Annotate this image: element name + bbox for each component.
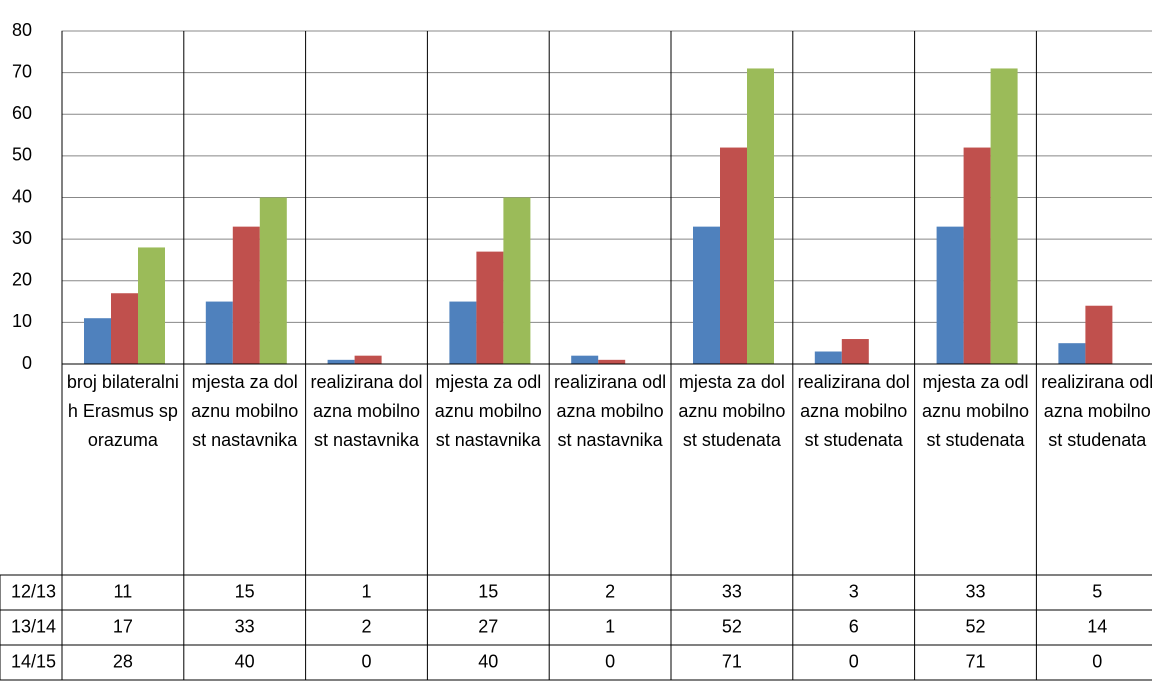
table-value: 52 xyxy=(965,616,985,636)
y-tick-label: 50 xyxy=(12,145,32,165)
table-value: 33 xyxy=(722,581,742,601)
bar xyxy=(990,68,1018,365)
table-value: 40 xyxy=(235,651,255,671)
bar xyxy=(598,359,626,364)
table-value: 1 xyxy=(605,616,615,636)
bar xyxy=(841,339,869,364)
bar xyxy=(814,351,842,364)
table-value: 6 xyxy=(849,616,859,636)
table-value: 15 xyxy=(235,581,255,601)
table-value: 40 xyxy=(478,651,498,671)
category-label: mjesta za dolaznu mobilnost studenata xyxy=(678,372,786,450)
table-value: 17 xyxy=(113,616,133,636)
table-value: 28 xyxy=(113,651,133,671)
bar xyxy=(963,147,991,364)
table-value: 1 xyxy=(361,581,371,601)
bar xyxy=(232,226,260,364)
table-value: 11 xyxy=(114,581,133,601)
category-label: realizirana dolazna mobilnost studenata xyxy=(797,372,910,450)
bar xyxy=(354,355,382,364)
table-value: 5 xyxy=(1092,581,1102,601)
table-value: 0 xyxy=(361,651,371,671)
table-value: 0 xyxy=(1092,651,1102,671)
table-value: 0 xyxy=(605,651,615,671)
bar xyxy=(1058,343,1086,364)
bar xyxy=(84,318,111,364)
category-label: mjesta za odlaznu mobilnost nastavnika xyxy=(434,372,542,450)
table-value: 33 xyxy=(965,581,985,601)
bar xyxy=(327,359,355,364)
y-tick-label: 10 xyxy=(12,311,32,331)
table-value: 71 xyxy=(965,651,985,671)
bar xyxy=(259,197,287,364)
y-tick-label: 80 xyxy=(12,20,32,40)
table-value: 3 xyxy=(849,581,859,601)
table-value: 71 xyxy=(722,651,742,671)
bar xyxy=(693,226,720,364)
table-value: 2 xyxy=(361,616,371,636)
bar xyxy=(205,301,233,364)
table-value: 14 xyxy=(1087,616,1107,636)
bar xyxy=(111,293,138,364)
table-value: 33 xyxy=(235,616,255,636)
bar xyxy=(449,301,477,364)
row-label: 12/13 xyxy=(11,581,56,601)
y-tick-label: 60 xyxy=(12,103,32,123)
bar xyxy=(476,251,504,364)
bar xyxy=(503,197,531,364)
bar xyxy=(936,226,964,364)
bar xyxy=(1085,305,1113,364)
table-value: 52 xyxy=(722,616,742,636)
bar xyxy=(747,68,774,365)
y-tick-label: 70 xyxy=(12,61,32,81)
row-label: 14/15 xyxy=(11,651,56,671)
category-label: broj bilateralnih Erasmus sporazuma xyxy=(66,372,179,450)
table-value: 15 xyxy=(478,581,498,601)
table-value: 27 xyxy=(478,616,498,636)
bar xyxy=(138,247,165,364)
category-label: realizirana odlazna mobilnost studenata xyxy=(1041,372,1152,450)
bar xyxy=(571,355,599,364)
table-value: 0 xyxy=(849,651,859,671)
bar xyxy=(720,147,747,364)
table-value: 2 xyxy=(605,581,615,601)
y-tick-label: 40 xyxy=(12,186,32,206)
category-label: mjesta za dolaznu mobilnost nastavnika xyxy=(191,372,299,450)
row-label: 13/14 xyxy=(11,616,56,636)
y-tick-label: 30 xyxy=(12,228,32,248)
category-label: mjesta za odlaznu mobilnost studenata xyxy=(921,372,1030,450)
category-label: realizirana odlazna mobilnost nastavnika xyxy=(554,372,667,450)
y-tick-label: 20 xyxy=(12,270,32,290)
category-label: realizirana dolazna mobilnost nastavnika xyxy=(310,372,423,450)
y-tick-label: 0 xyxy=(22,353,32,373)
